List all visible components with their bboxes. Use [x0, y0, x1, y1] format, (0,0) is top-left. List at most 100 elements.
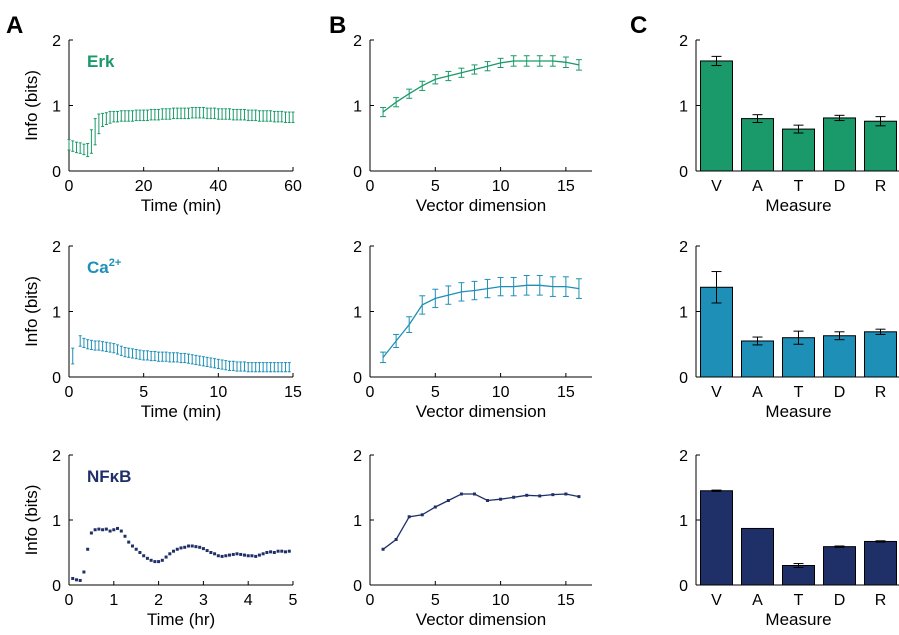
y-tick-label: 0 — [52, 370, 61, 387]
bar-D — [823, 335, 856, 378]
x-tick-label: 15 — [557, 384, 575, 401]
y-tick-label: 2 — [679, 239, 688, 256]
y-tick-label: 1 — [353, 305, 362, 322]
data-point — [564, 492, 568, 496]
x-tick-label: 0 — [366, 384, 375, 401]
x-tick-label: V — [711, 178, 722, 195]
data-point — [287, 549, 291, 553]
bar-R — [864, 331, 897, 378]
y-axis-label: Info (bits) — [22, 70, 41, 141]
data-point — [123, 534, 127, 538]
x-tick-label: V — [711, 384, 722, 401]
y-axis-label: Info (bits) — [22, 276, 41, 347]
data-point — [145, 556, 149, 560]
data-point — [472, 492, 476, 496]
y-tick-label: 1 — [52, 305, 61, 322]
x-tick-label: 5 — [139, 384, 148, 401]
x-axis-label: Time (min) — [141, 402, 222, 421]
y-tick-label: 1 — [679, 305, 688, 322]
x-axis-label: Vector dimension — [416, 196, 546, 215]
y-tick-label: 2 — [52, 448, 61, 465]
data-point — [153, 560, 157, 564]
data-point — [157, 560, 161, 564]
bar-V — [700, 60, 733, 172]
data-point — [459, 492, 463, 496]
data-point — [213, 552, 217, 556]
x-axis-label: Time (min) — [141, 196, 222, 215]
data-point — [394, 538, 398, 541]
data-point — [486, 499, 490, 502]
data-point — [205, 549, 209, 553]
bar-D — [823, 117, 856, 172]
data-point — [127, 540, 131, 544]
data-point — [272, 551, 276, 554]
bar-D — [823, 546, 856, 586]
data-point — [235, 552, 239, 556]
data-point — [101, 528, 105, 532]
data-point — [149, 558, 153, 562]
bar-A — [741, 340, 774, 378]
panel-letter-b: B — [329, 12, 346, 39]
data-point — [112, 528, 116, 532]
x-tick-label: 5 — [431, 384, 440, 401]
x-axis-label: Measure — [765, 402, 831, 421]
x-tick-label: 5 — [289, 592, 298, 609]
data-point — [577, 495, 581, 499]
data-point — [86, 547, 90, 551]
x-tick-label: 0 — [65, 384, 74, 401]
x-tick-label: 1 — [109, 592, 118, 609]
data-point — [420, 513, 424, 517]
y-tick-label: 0 — [52, 164, 61, 181]
data-point — [446, 499, 450, 502]
data-point — [78, 578, 82, 582]
y-axis-label: Info (bits) — [22, 485, 41, 556]
y-tick-label: 2 — [52, 239, 61, 256]
data-point — [183, 545, 187, 549]
x-tick-label: R — [875, 178, 887, 195]
bar-A — [741, 527, 774, 586]
data-point — [160, 558, 164, 562]
data-point — [142, 554, 146, 558]
y-tick-label: 2 — [679, 448, 688, 465]
data-point — [134, 547, 138, 551]
y-tick-label: 1 — [353, 513, 362, 530]
x-tick-label: 10 — [492, 178, 510, 195]
y-tick-label: 0 — [679, 370, 688, 387]
data-point — [239, 552, 243, 556]
y-tick-label: 2 — [52, 33, 61, 50]
x-tick-label: 15 — [557, 592, 575, 609]
x-tick-label: D — [834, 384, 846, 401]
data-point — [74, 578, 78, 582]
bar-T — [782, 565, 815, 586]
y-tick-label: 1 — [353, 99, 362, 116]
data-point — [168, 552, 172, 556]
x-tick-label: 4 — [244, 592, 253, 609]
x-tick-label: R — [875, 384, 887, 401]
chart-c-2: 0 1 2 V A T D R Measure — [679, 239, 899, 421]
y-tick-label: 0 — [353, 578, 362, 595]
data-point — [82, 570, 86, 574]
bar-R — [864, 120, 897, 172]
bar-V — [700, 490, 733, 586]
data-point — [93, 528, 97, 532]
x-axis-label: Time (hr) — [147, 610, 215, 629]
y-tick-label: 1 — [52, 513, 61, 530]
bar-A — [741, 118, 774, 172]
data-point — [224, 554, 228, 558]
data-point — [265, 551, 269, 554]
series-label: Erk — [87, 52, 115, 71]
data-point — [261, 552, 265, 556]
x-axis-label: Measure — [765, 196, 831, 215]
x-axis-label: Measure — [765, 610, 831, 629]
y-tick-label: 1 — [679, 513, 688, 530]
data-point — [175, 547, 179, 551]
data-point — [228, 553, 232, 557]
data-point — [198, 545, 202, 549]
data-point — [276, 549, 280, 553]
chart-b-2: 0 1 2 0 5 10 15 Vector dimension — [353, 239, 592, 421]
data-point — [499, 497, 503, 501]
y-tick-label: 0 — [353, 164, 362, 181]
data-point — [194, 545, 198, 549]
